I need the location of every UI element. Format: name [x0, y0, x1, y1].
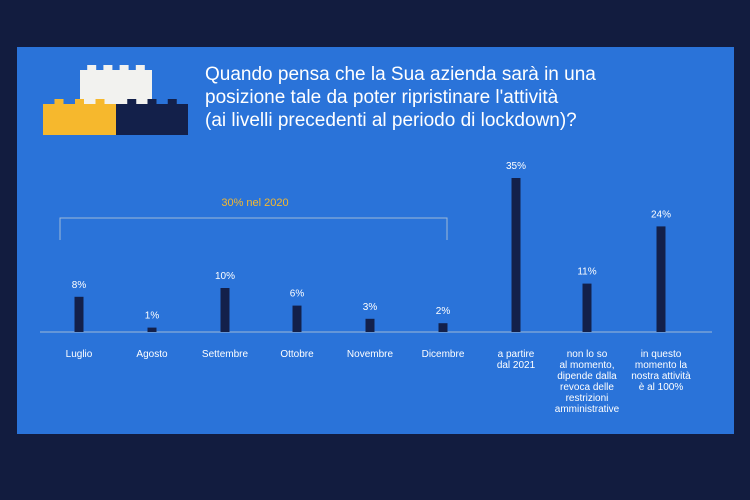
- bar: [292, 305, 302, 332]
- bar: [582, 283, 592, 332]
- bar: [656, 226, 666, 332]
- annotation-label: 30% nel 2020: [221, 197, 289, 209]
- chart-title-line: Quando pensa che la Sua azienda sarà in …: [205, 64, 596, 85]
- bar-value-label: 11%: [577, 267, 596, 278]
- category-label: Novembre: [347, 349, 394, 360]
- bar: [147, 327, 157, 332]
- bar-value-label: 10%: [215, 271, 235, 282]
- brick-white: [80, 65, 152, 104]
- category-label: a partire dal 2021: [497, 349, 536, 371]
- category-label: in questo momento la nostra attività è al 1…: [631, 349, 691, 393]
- bar: [365, 318, 375, 332]
- brick-logo: [43, 65, 188, 135]
- bar-value-label: 2%: [436, 306, 451, 317]
- category-label: Ottobre: [280, 349, 314, 360]
- bar-value-label: 6%: [290, 289, 305, 300]
- annotation-bracket: [59, 217, 448, 240]
- category-label: non lo so al momento, dipende dalla revoca …: [555, 349, 620, 415]
- bar-value-label: 1%: [145, 311, 160, 322]
- bar: [438, 323, 448, 332]
- chart-title-line: (ai livelli precedenti al periodo di loc…: [205, 110, 577, 131]
- bars-group: [74, 178, 666, 332]
- bar-value-label: 35%: [506, 161, 526, 172]
- value-labels-group: 8% 1% 10% 6% 3% 2% 35% 11% 24%: [72, 161, 671, 322]
- bar-value-label: 8%: [72, 280, 87, 291]
- bar-value-label: 3%: [363, 302, 378, 313]
- bar-value-label: 24%: [651, 209, 671, 220]
- category-label: Settembre: [202, 349, 249, 360]
- bar: [74, 296, 84, 332]
- chart-title: Quando pensa che la Sua azienda sarà in …: [205, 63, 675, 132]
- brick-navy: [116, 99, 188, 135]
- category-labels-group: Luglio Agosto Settembre Ottobre Novembre Dice…: [66, 349, 692, 415]
- category-label: Luglio: [66, 349, 93, 360]
- bar: [220, 288, 230, 332]
- brick-yellow: [43, 99, 116, 135]
- category-label: Dicembre: [422, 349, 465, 360]
- chart-title-line: posizione tale da poter ripristinare l'a…: [205, 87, 559, 108]
- bar: [511, 178, 521, 332]
- category-label: Agosto: [136, 349, 168, 360]
